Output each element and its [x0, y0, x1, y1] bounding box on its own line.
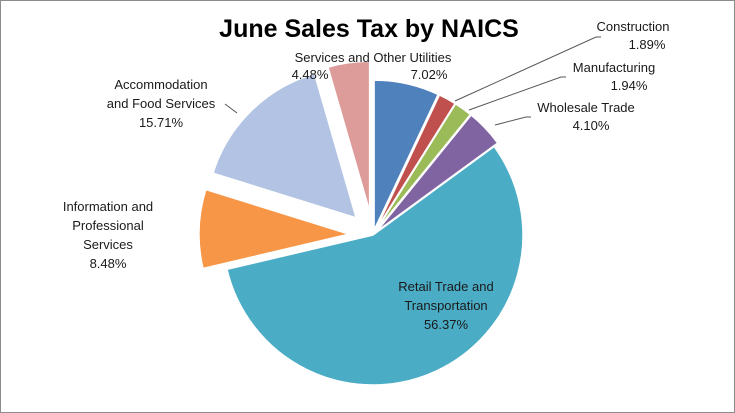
pie-slice — [198, 188, 352, 270]
slice-label: 4.48% — [292, 67, 329, 82]
leader-lines — [224, 36, 601, 126]
pie-slice — [327, 60, 371, 212]
slice-label: Construction 1.89% — [597, 19, 670, 52]
leader-line — [494, 116, 531, 126]
pie-slices — [198, 60, 524, 386]
pie-slice — [373, 79, 440, 231]
slice-label: Information and Professional Services 8.48% — [63, 199, 153, 271]
slice-label: Services and Other Utilities — [295, 50, 452, 65]
pie-slice — [226, 145, 524, 386]
leader-line — [224, 103, 238, 114]
slice-labels: Services and Other Utilities 7.02% Constru… — [63, 19, 670, 332]
chart-title: June Sales Tax by NAICS — [219, 15, 519, 43]
slice-label: Retail Trade and Transportation 56.37% — [398, 279, 493, 332]
leader-line — [468, 76, 566, 111]
pie-slice — [212, 72, 358, 219]
pie-slice — [376, 114, 499, 233]
slice-label: Accommodation and Food Services 15.71% — [107, 77, 216, 130]
pie-slice — [375, 102, 472, 232]
slice-label: 7.02% — [411, 67, 448, 82]
leader-line — [454, 36, 601, 102]
slice-label: Manufacturing 1.94% — [573, 60, 655, 93]
slice-label: Wholesale Trade 4.10% — [537, 100, 635, 133]
